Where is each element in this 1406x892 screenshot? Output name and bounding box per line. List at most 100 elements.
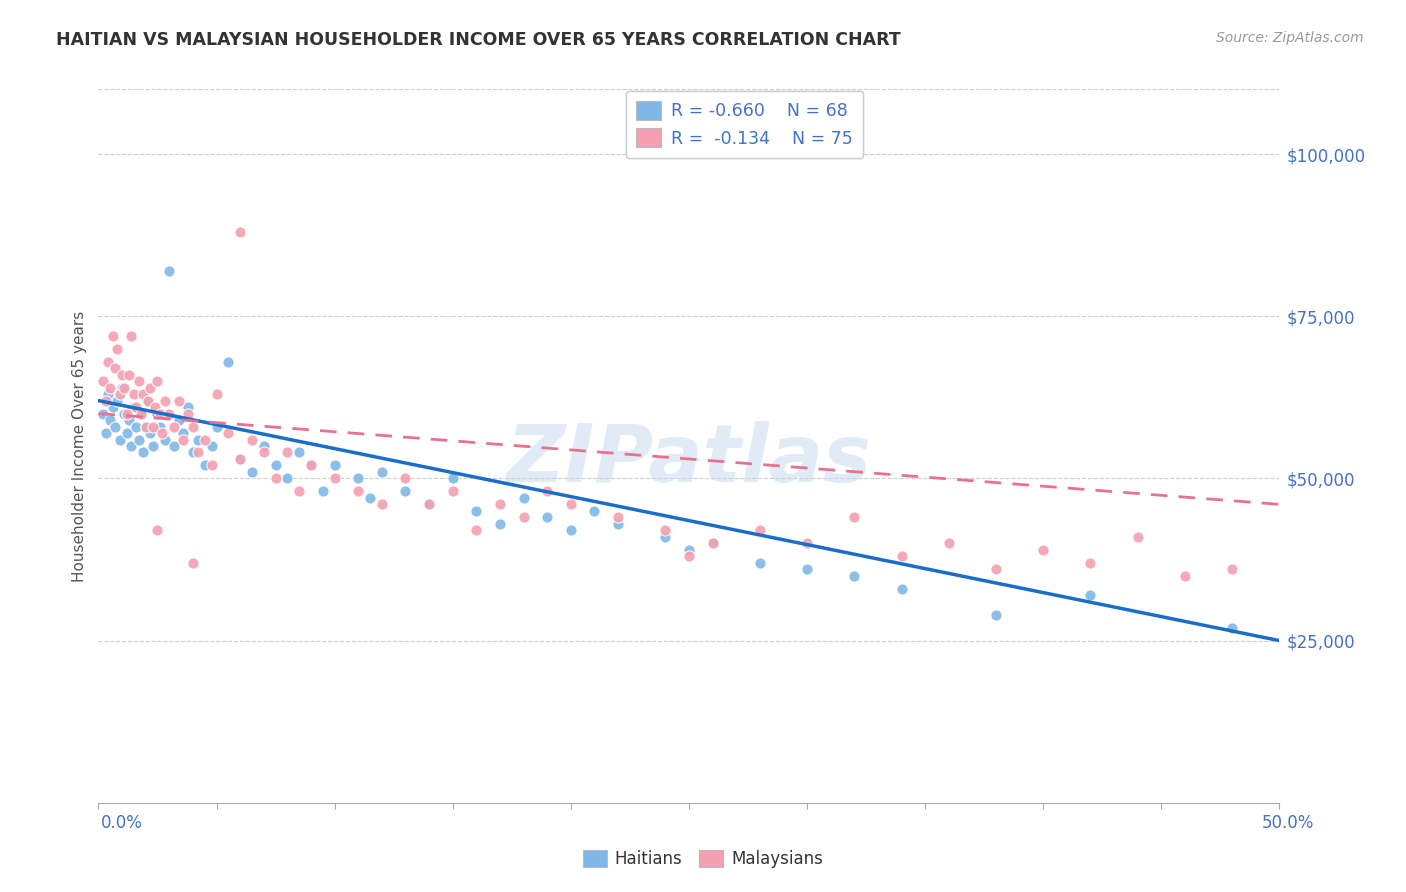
Point bbox=[796, 562, 818, 576]
Point bbox=[205, 387, 228, 401]
Point bbox=[654, 530, 676, 544]
Point bbox=[172, 425, 194, 440]
Point bbox=[1080, 556, 1102, 570]
Legend: Haitians, Malaysians: Haitians, Malaysians bbox=[576, 843, 830, 875]
Point bbox=[153, 393, 176, 408]
Point bbox=[101, 400, 124, 414]
Point bbox=[135, 419, 157, 434]
Point bbox=[201, 439, 224, 453]
Point bbox=[512, 491, 534, 505]
Point bbox=[371, 465, 394, 479]
Point bbox=[104, 361, 127, 376]
Point bbox=[702, 536, 724, 550]
Point bbox=[122, 400, 145, 414]
Point bbox=[91, 374, 114, 388]
Point bbox=[678, 549, 700, 564]
Point bbox=[299, 458, 322, 473]
Point bbox=[129, 407, 152, 421]
Point bbox=[125, 400, 148, 414]
Point bbox=[890, 549, 912, 564]
Point bbox=[149, 419, 172, 434]
Text: Source: ZipAtlas.com: Source: ZipAtlas.com bbox=[1216, 31, 1364, 45]
Point bbox=[536, 484, 558, 499]
Point bbox=[299, 458, 322, 473]
Legend: R = -0.660    N = 68, R =  -0.134    N = 75: R = -0.660 N = 68, R = -0.134 N = 75 bbox=[626, 91, 863, 158]
Point bbox=[253, 445, 276, 459]
Point bbox=[748, 556, 770, 570]
Point bbox=[128, 433, 150, 447]
Point bbox=[323, 458, 346, 473]
Point bbox=[146, 524, 169, 538]
Point bbox=[748, 524, 770, 538]
Point bbox=[94, 425, 117, 440]
Point bbox=[560, 524, 582, 538]
Point bbox=[139, 381, 162, 395]
Point bbox=[112, 381, 135, 395]
Point bbox=[702, 536, 724, 550]
Point bbox=[135, 419, 157, 434]
Point bbox=[1080, 588, 1102, 602]
Point bbox=[194, 458, 217, 473]
Point bbox=[217, 354, 239, 368]
Point bbox=[441, 484, 464, 499]
Text: 0.0%: 0.0% bbox=[101, 814, 143, 831]
Point bbox=[465, 524, 488, 538]
Point bbox=[129, 407, 152, 421]
Point bbox=[121, 439, 143, 453]
Point bbox=[489, 516, 512, 531]
Point bbox=[97, 387, 120, 401]
Point bbox=[264, 458, 287, 473]
Point bbox=[132, 445, 155, 459]
Point bbox=[607, 510, 630, 524]
Point bbox=[984, 607, 1007, 622]
Point bbox=[108, 433, 131, 447]
Point bbox=[229, 452, 252, 467]
Point bbox=[240, 465, 263, 479]
Point bbox=[105, 342, 128, 356]
Point bbox=[125, 419, 148, 434]
Point bbox=[489, 497, 512, 511]
Point bbox=[583, 504, 606, 518]
Point bbox=[844, 568, 866, 582]
Point bbox=[121, 328, 143, 343]
Point bbox=[187, 445, 209, 459]
Point bbox=[136, 393, 159, 408]
Point bbox=[177, 407, 200, 421]
Point bbox=[347, 471, 370, 485]
Point bbox=[654, 524, 676, 538]
Point bbox=[115, 407, 138, 421]
Point bbox=[1126, 530, 1149, 544]
Point bbox=[288, 484, 311, 499]
Point bbox=[796, 536, 818, 550]
Point bbox=[115, 425, 138, 440]
Point bbox=[136, 393, 159, 408]
Point bbox=[111, 368, 134, 382]
Point bbox=[394, 471, 416, 485]
Point bbox=[105, 393, 128, 408]
Point bbox=[98, 413, 121, 427]
Point bbox=[146, 374, 169, 388]
Point bbox=[118, 413, 141, 427]
Point bbox=[101, 328, 124, 343]
Point bbox=[1032, 542, 1054, 557]
Point bbox=[163, 439, 186, 453]
Point bbox=[201, 458, 224, 473]
Point bbox=[1220, 621, 1243, 635]
Point bbox=[194, 433, 217, 447]
Point bbox=[143, 400, 166, 414]
Point bbox=[678, 542, 700, 557]
Point bbox=[229, 225, 252, 239]
Point bbox=[177, 400, 200, 414]
Point bbox=[132, 387, 155, 401]
Point bbox=[844, 510, 866, 524]
Point bbox=[938, 536, 960, 550]
Point bbox=[181, 419, 204, 434]
Point bbox=[142, 439, 165, 453]
Point bbox=[288, 445, 311, 459]
Point bbox=[91, 407, 114, 421]
Point bbox=[94, 393, 117, 408]
Point bbox=[181, 445, 204, 459]
Point bbox=[441, 471, 464, 485]
Point bbox=[157, 407, 180, 421]
Point bbox=[149, 407, 172, 421]
